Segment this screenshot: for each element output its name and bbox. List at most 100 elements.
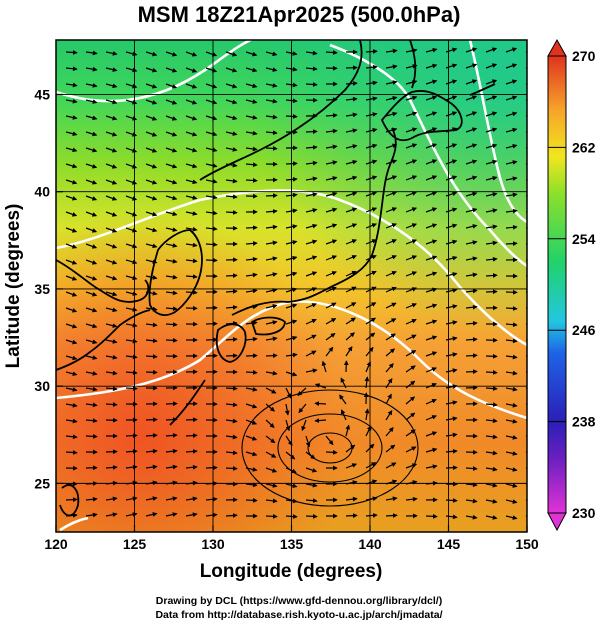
x-tick-label: 135 <box>280 536 304 552</box>
wind-arrow <box>165 99 178 105</box>
wind-arrow <box>305 513 318 519</box>
wind-arrow <box>305 176 318 182</box>
wind-arrow <box>245 83 258 89</box>
wind-arrow <box>165 67 178 73</box>
wind-arrow <box>225 147 238 152</box>
wind-arrow <box>145 115 158 121</box>
wind-arrow <box>165 83 178 89</box>
wind-arrow <box>365 513 378 518</box>
wind-arrow <box>305 50 318 56</box>
wind-arrow <box>445 272 458 277</box>
wind-arrow <box>321 360 327 373</box>
wind-arrow <box>485 418 498 424</box>
wind-arrow <box>165 512 178 517</box>
wind-arrow <box>225 418 238 424</box>
wind-arrow <box>65 434 78 440</box>
wind-arrow <box>165 417 178 422</box>
wind-arrow <box>165 243 178 248</box>
wind-arrow <box>65 195 78 201</box>
wind-arrow <box>265 336 278 342</box>
wind-arrow <box>205 163 218 168</box>
wind-arrow <box>385 223 397 229</box>
wind-arrow <box>505 143 518 149</box>
wind-arrow <box>485 47 498 53</box>
wind-arrow <box>345 463 358 469</box>
wind-arrow <box>265 256 278 262</box>
wind-arrow <box>65 497 78 503</box>
wind-arrow <box>405 95 418 101</box>
wind-arrow <box>385 191 398 197</box>
wind-arrow <box>345 302 357 309</box>
wind-arrow <box>425 271 438 277</box>
wind-arrow <box>405 64 418 69</box>
wind-arrow <box>145 83 158 89</box>
wind-arrow <box>105 275 118 281</box>
wind-arrow <box>385 496 398 502</box>
wind-arrow <box>245 225 258 231</box>
wind-arrow <box>445 207 458 213</box>
wind-arrow <box>505 354 518 360</box>
wind-arrow <box>65 82 78 88</box>
wind-arrow <box>385 80 398 85</box>
wind-arrow <box>365 239 377 245</box>
wind-arrow <box>345 239 357 245</box>
wind-arrow <box>405 191 418 197</box>
wind-arrow <box>505 418 518 424</box>
wind-arrow <box>125 386 138 391</box>
x-tick-label: 145 <box>437 536 461 552</box>
wind-arrow <box>265 146 278 151</box>
wind-arrow <box>85 195 98 201</box>
wind-arrow <box>465 224 478 229</box>
wind-arrow <box>245 241 258 246</box>
wind-arrow <box>485 175 498 181</box>
wind-arrow <box>425 143 438 149</box>
wind-arrow <box>165 448 178 454</box>
wind-arrow <box>505 306 518 311</box>
wind-arrow <box>385 393 392 405</box>
wind-arrow <box>445 223 458 229</box>
wind-arrow <box>145 417 158 423</box>
wind-arrow <box>485 402 498 408</box>
wind-arrow <box>465 63 478 69</box>
wind-arrow <box>225 434 238 440</box>
wind-arrow <box>265 435 276 444</box>
x-tick-label: 120 <box>44 536 68 552</box>
wind-arrow <box>425 175 438 181</box>
wind-arrow <box>105 51 118 56</box>
wind-arrow <box>265 130 278 136</box>
wind-arrow <box>185 195 198 200</box>
y-tick-label: 40 <box>34 184 50 200</box>
wind-arrow <box>345 128 358 134</box>
wind-arrow <box>245 304 258 310</box>
wind-arrow <box>265 513 278 519</box>
wind-arrow <box>325 346 334 357</box>
wind-arrow <box>85 211 98 217</box>
wind-arrow <box>425 159 438 165</box>
wind-arrow <box>345 175 358 181</box>
wind-arrow <box>265 419 275 429</box>
wind-arrow <box>145 433 158 438</box>
wind-arrow <box>145 51 158 57</box>
wind-arrow <box>65 339 78 345</box>
wind-arrow <box>445 79 458 85</box>
wind-arrow <box>65 512 78 518</box>
wind-arrow <box>485 353 498 359</box>
wind-arrow <box>225 513 238 518</box>
wind-arrow <box>225 162 238 168</box>
coast-hokkaido <box>381 90 463 142</box>
wind-arrow <box>298 403 307 414</box>
wind-arrow <box>365 223 377 229</box>
wind-arrow <box>165 115 178 121</box>
wind-arrow <box>385 111 398 117</box>
wind-arrow <box>485 515 498 520</box>
wind-arrow <box>405 380 416 389</box>
wind-arrow <box>405 159 418 165</box>
wind-arrow <box>314 418 327 423</box>
wind-arrow <box>105 147 118 153</box>
wind-arrow <box>225 83 238 89</box>
wind-arrow <box>245 146 258 152</box>
wind-arrow <box>325 113 338 118</box>
wind-arrow <box>485 143 498 149</box>
wind-arrow <box>365 191 378 197</box>
